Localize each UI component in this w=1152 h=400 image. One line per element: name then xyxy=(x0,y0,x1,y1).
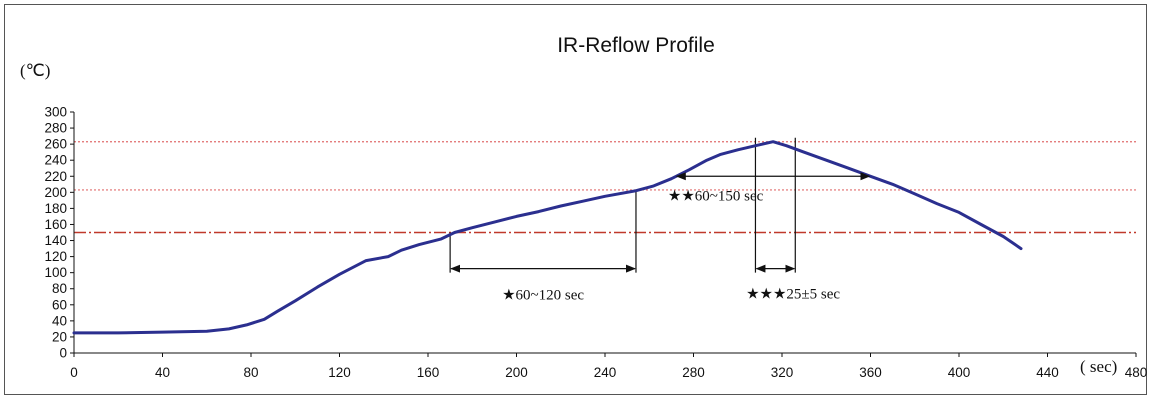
y-tick-label: 0 xyxy=(59,346,67,361)
x-axis-unit: ( sec) xyxy=(1080,357,1117,376)
y-tick-label: 80 xyxy=(52,281,67,296)
y-axis-unit: (℃) xyxy=(20,61,50,80)
x-tick-label: 440 xyxy=(1036,365,1059,380)
y-tick-label: 60 xyxy=(52,297,67,312)
y-tick-label: 300 xyxy=(44,105,67,120)
temperature-profile-line xyxy=(72,140,1023,335)
x-tick-label: 200 xyxy=(505,365,528,380)
y-tick-label: 240 xyxy=(44,153,67,168)
chart-title: IR-Reflow Profile xyxy=(557,34,715,57)
x-tick-label: 80 xyxy=(243,365,258,380)
x-tick-label: 360 xyxy=(859,365,882,380)
interval-label-60-150: ★★60~150 sec xyxy=(668,188,764,204)
chart-frame xyxy=(4,4,1147,395)
y-tick-label: 260 xyxy=(44,137,67,152)
x-tick-label: 120 xyxy=(328,365,351,380)
y-tick-label: 220 xyxy=(44,169,67,184)
y-tick-label: 280 xyxy=(44,121,67,136)
x-tick-label: 400 xyxy=(948,365,971,380)
y-tick-label: 40 xyxy=(52,313,67,328)
x-tick-label: 0 xyxy=(70,365,78,380)
interval-label-60-120: ★60~120 sec xyxy=(502,288,584,304)
x-tick-label: 480 xyxy=(1125,365,1148,380)
y-tick-label: 180 xyxy=(44,201,67,216)
y-tick-label: 20 xyxy=(52,329,67,344)
y-tick-label: 120 xyxy=(44,249,67,264)
x-tick-label: 320 xyxy=(771,365,794,380)
x-tick-label: 240 xyxy=(594,365,617,380)
x-tick-label: 280 xyxy=(682,365,705,380)
y-tick-label: 160 xyxy=(44,217,67,232)
x-tick-label: 40 xyxy=(155,365,170,380)
y-tick-label: 100 xyxy=(44,265,67,280)
y-tick-label: 200 xyxy=(44,185,67,200)
interval-label-25-5: ★★★25±5 sec xyxy=(746,287,840,303)
x-tick-label: 160 xyxy=(417,365,440,380)
y-tick-label: 140 xyxy=(44,233,67,248)
